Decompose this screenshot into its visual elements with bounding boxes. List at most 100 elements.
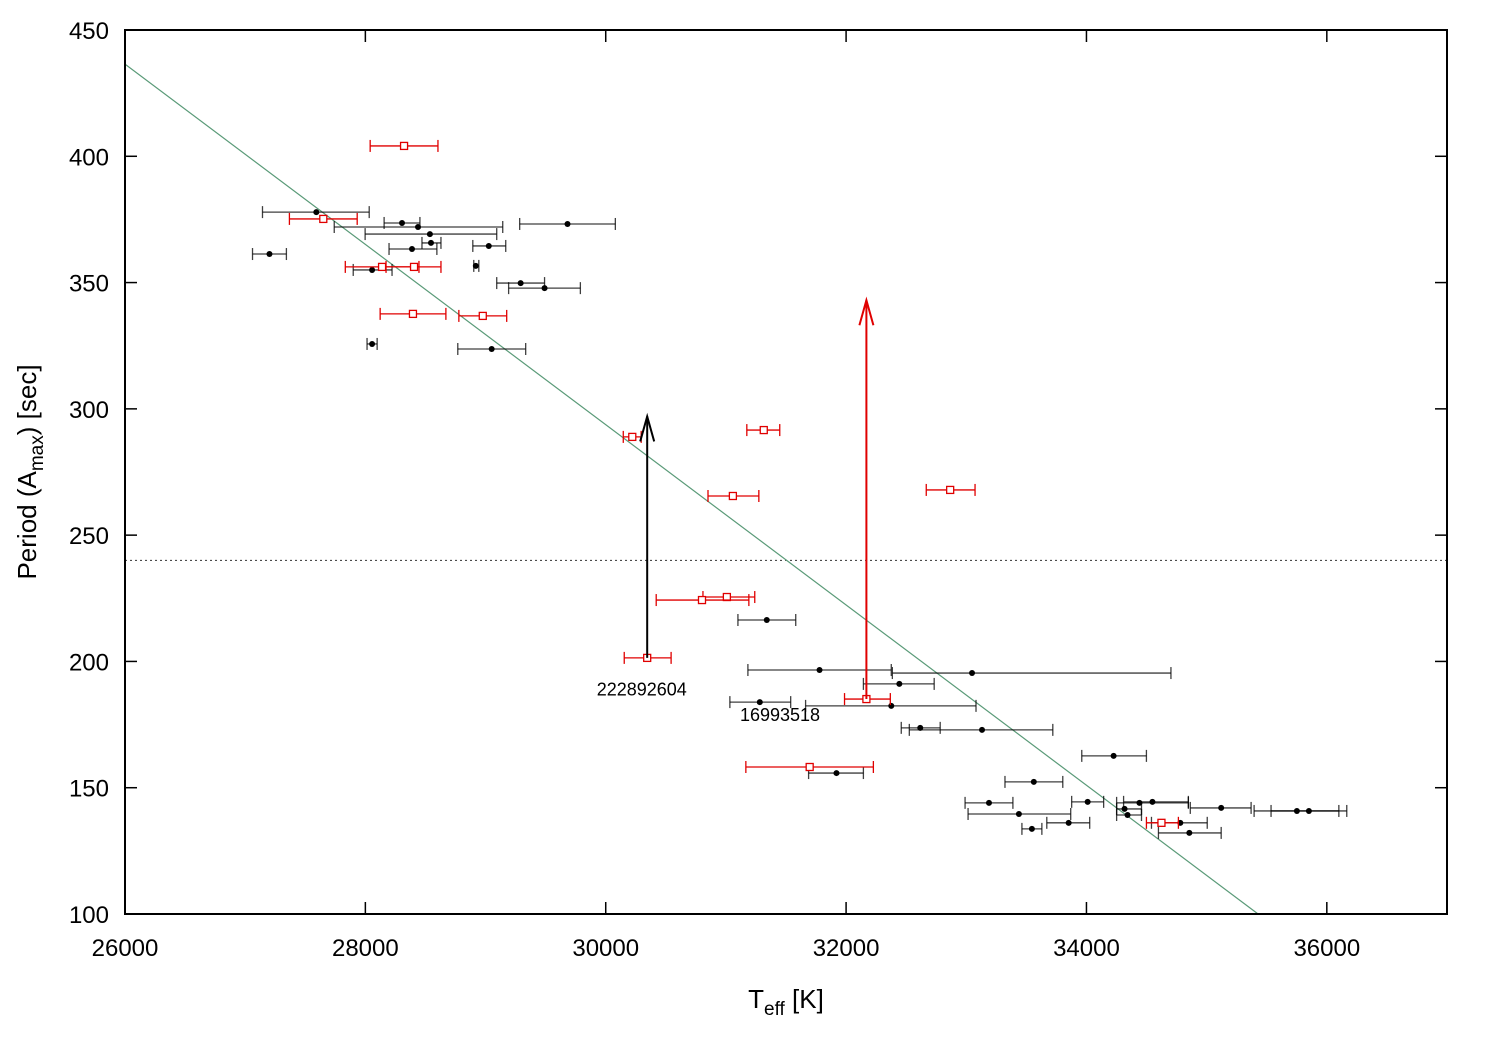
- y-tick-label: 150: [69, 776, 109, 803]
- square-marker: [409, 262, 419, 272]
- circle-marker: [266, 251, 273, 258]
- circle-marker: [1149, 798, 1156, 805]
- circle-marker: [541, 285, 548, 292]
- arrow-head: [858, 296, 875, 326]
- square-marker: [805, 762, 814, 772]
- black-data-point: [472, 239, 507, 252]
- circle-marker: [415, 224, 422, 231]
- x-tick-label: 26000: [92, 935, 159, 962]
- black-data-point: [967, 807, 1072, 820]
- arrow-head: [639, 412, 656, 442]
- y-axis-label: Period (Amax) [sec]: [12, 364, 48, 579]
- circle-marker: [408, 245, 415, 252]
- point-annotation: 222892604: [597, 680, 687, 700]
- black-data-point: [908, 723, 1054, 736]
- circle-marker: [313, 209, 320, 216]
- square-marker: [728, 491, 738, 501]
- circle-marker: [896, 680, 903, 687]
- y-tick-label: 450: [69, 18, 109, 45]
- square-marker: [628, 432, 637, 442]
- black-data-point: [807, 767, 865, 780]
- circle-marker: [985, 799, 992, 806]
- x-tick-label: 32000: [813, 935, 880, 962]
- circle-marker: [485, 242, 492, 249]
- x-tick-label: 36000: [1293, 935, 1360, 962]
- circle-marker: [369, 340, 376, 347]
- black-data-point: [862, 677, 935, 690]
- black-data-point: [804, 699, 977, 712]
- circle-marker: [369, 266, 376, 273]
- circle-marker: [1218, 804, 1225, 811]
- square-marker: [946, 485, 955, 495]
- black-data-point: [421, 236, 442, 249]
- circle-marker: [1186, 829, 1193, 836]
- square-marker: [399, 141, 409, 151]
- black-data-point: [1081, 749, 1148, 762]
- black-data-point: [333, 221, 504, 234]
- circle-marker: [472, 262, 479, 269]
- red-data-point: [745, 761, 875, 774]
- black-data-point: [729, 696, 792, 709]
- black-data-point: [891, 667, 1172, 680]
- black-data-point: [1071, 795, 1105, 808]
- square-marker: [1157, 818, 1166, 827]
- circle-marker: [427, 239, 434, 246]
- black-data-point: [747, 664, 892, 677]
- black-data-point: [457, 342, 527, 355]
- y-tick-label: 350: [69, 271, 109, 298]
- red-data-point: [369, 139, 439, 152]
- x-tick-label: 28000: [332, 935, 399, 962]
- point-annotation: 16993518: [740, 705, 820, 725]
- black-data-point: [1122, 795, 1190, 808]
- red-data-point: [379, 307, 447, 320]
- black-data-point: [737, 614, 797, 627]
- circle-marker: [1030, 778, 1037, 785]
- square-marker: [377, 262, 387, 272]
- circle-marker: [1015, 810, 1022, 817]
- red-data-point: [746, 424, 781, 437]
- square-marker: [697, 595, 707, 605]
- circle-marker: [426, 231, 433, 238]
- square-marker: [759, 425, 768, 435]
- red-data-point: [622, 430, 642, 443]
- red-data-point: [655, 594, 750, 607]
- y-tick-label: 200: [69, 649, 109, 676]
- circle-marker: [488, 345, 495, 352]
- black-data-point: [519, 217, 616, 230]
- circle-marker: [564, 220, 571, 227]
- circle-marker: [756, 699, 763, 706]
- black-data-point: [496, 277, 546, 290]
- black-data-point: [261, 206, 370, 219]
- black-arrow: [639, 412, 656, 658]
- circle-marker: [1065, 819, 1072, 826]
- circle-marker: [1305, 807, 1312, 814]
- y-tick-label: 300: [69, 397, 109, 424]
- red-arrow: [858, 296, 875, 700]
- red-data-point: [707, 489, 760, 502]
- red-data-point: [288, 212, 358, 225]
- black-data-point: [1046, 816, 1091, 829]
- circle-marker: [888, 702, 895, 709]
- circle-marker: [763, 617, 770, 624]
- red-data-point: [385, 260, 442, 273]
- square-marker: [478, 311, 487, 321]
- fit-line: [124, 63, 1259, 915]
- square-marker: [408, 309, 418, 319]
- black-data-point: [388, 242, 438, 255]
- circle-marker: [1121, 805, 1128, 812]
- black-data-point: [1270, 804, 1348, 817]
- plot-frame: [124, 29, 1448, 915]
- black-data-point: [964, 796, 1014, 809]
- circle-marker: [399, 219, 406, 226]
- red-data-point: [458, 309, 508, 322]
- y-tick-label: 250: [69, 523, 109, 550]
- circle-marker: [1028, 825, 1035, 832]
- circle-marker: [1084, 798, 1091, 805]
- circle-marker: [1110, 752, 1117, 759]
- black-data-point: [251, 248, 288, 261]
- red-data-point: [702, 591, 756, 604]
- circle-marker: [517, 280, 524, 287]
- circle-marker: [1124, 811, 1131, 818]
- black-data-point: [900, 721, 941, 734]
